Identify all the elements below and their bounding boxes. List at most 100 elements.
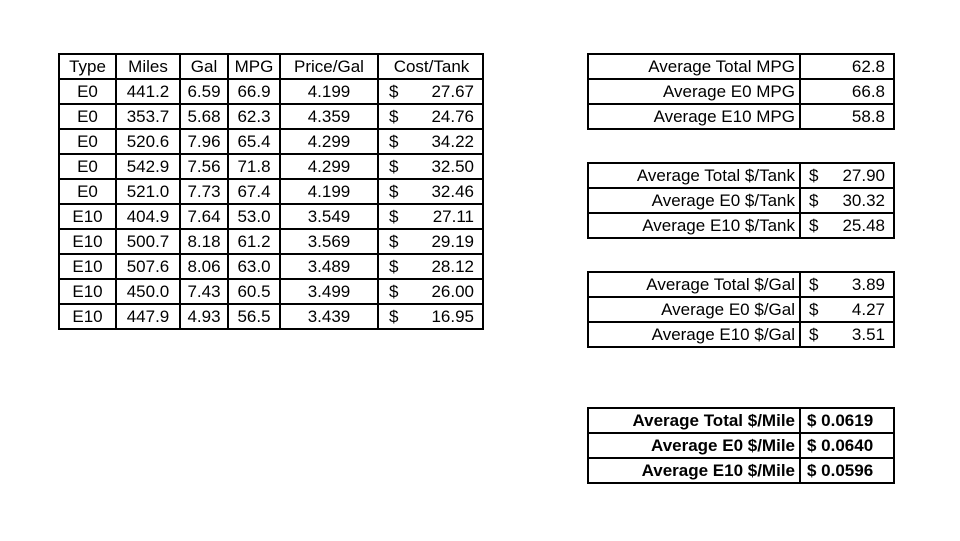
cost-value: 32.46 xyxy=(431,182,474,201)
cell-cost-per-tank: $24.76 xyxy=(377,103,484,130)
cell-mpg: 67.4 xyxy=(227,178,281,205)
summary-amount: 3.51 xyxy=(851,325,885,344)
cell-price-per-gal: 3.499 xyxy=(279,278,379,305)
cell-miles: 521.0 xyxy=(115,178,181,205)
summary-row: Average E0 MPG 66.8 xyxy=(587,78,895,105)
summary-amount: 3.89 xyxy=(851,275,885,294)
cost-value: 16.95 xyxy=(431,307,474,326)
cost-value: 29.19 xyxy=(431,232,474,251)
cost-value: 32.50 xyxy=(431,157,474,176)
cell-price-per-gal: 3.489 xyxy=(279,253,379,280)
cell-price-per-gal: 4.359 xyxy=(279,103,379,130)
currency-symbol: $ xyxy=(389,132,399,151)
average-cost-per-gal-table: Average Total $/Gal $3.89 Average E0 $/Gal… xyxy=(587,271,895,348)
cell-price-per-gal: 4.199 xyxy=(279,178,379,205)
summary-row: Average Total $/Mile $ 0.0619 xyxy=(587,407,895,434)
cell-type: E10 xyxy=(58,228,117,255)
currency-symbol: $ xyxy=(389,207,399,226)
cell-cost-per-tank: $16.95 xyxy=(377,303,484,330)
cell-type: E0 xyxy=(58,153,117,180)
cell-gal: 7.56 xyxy=(179,153,229,180)
summary-row: Average Total $/Gal $3.89 xyxy=(587,271,895,298)
summary-label: Average Total $/Gal xyxy=(587,271,801,298)
summary-value: $3.51 xyxy=(799,321,895,348)
cost-value: 27.11 xyxy=(432,207,474,226)
cell-miles: 507.6 xyxy=(115,253,181,280)
cost-value: 28.12 xyxy=(431,257,474,276)
cell-gal: 8.18 xyxy=(179,228,229,255)
cell-cost-per-tank: $27.67 xyxy=(377,78,484,105)
cell-miles: 520.6 xyxy=(115,128,181,155)
currency-symbol: $ xyxy=(809,325,819,344)
cell-cost-per-tank: $32.50 xyxy=(377,153,484,180)
cell-mpg: 61.2 xyxy=(227,228,281,255)
cost-value: 34.22 xyxy=(431,132,474,151)
summary-value: $30.32 xyxy=(799,187,895,214)
column-header-cost-per-tank: Cost/Tank xyxy=(377,53,484,80)
cell-gal: 7.73 xyxy=(179,178,229,205)
cell-gal: 7.43 xyxy=(179,278,229,305)
cell-type: E10 xyxy=(58,303,117,330)
summary-label: Average E10 MPG xyxy=(587,103,801,130)
cell-cost-per-tank: $28.12 xyxy=(377,253,484,280)
summary-value: 58.8 xyxy=(799,103,895,130)
cell-type: E0 xyxy=(58,128,117,155)
column-header-mpg: MPG xyxy=(227,53,281,80)
cell-cost-per-tank: $32.46 xyxy=(377,178,484,205)
summary-value: 62.8 xyxy=(799,53,895,80)
summary-value: $3.89 xyxy=(799,271,895,298)
cell-mpg: 63.0 xyxy=(227,253,281,280)
summary-row: Average E10 $/Mile $ 0.0596 xyxy=(587,457,895,484)
table-row: E0 521.0 7.73 67.4 4.199 $32.46 xyxy=(58,178,484,205)
cell-price-per-gal: 4.299 xyxy=(279,128,379,155)
fuel-log-body: E0 441.2 6.59 66.9 4.199 $27.67 E0 353.7 5.68 62.… xyxy=(58,78,484,330)
cell-gal: 6.59 xyxy=(179,78,229,105)
cell-mpg: 71.8 xyxy=(227,153,281,180)
cell-cost-per-tank: $27.11 xyxy=(377,203,484,230)
summary-value: $ 0.0640 xyxy=(799,432,895,459)
cell-mpg: 66.9 xyxy=(227,78,281,105)
column-header-miles: Miles xyxy=(115,53,181,80)
summary-label: Average E0 $/Mile xyxy=(587,432,801,459)
cell-type: E0 xyxy=(58,103,117,130)
summary-row: Average E0 $/Tank $30.32 xyxy=(587,187,895,214)
summary-row: Average E0 $/Gal $4.27 xyxy=(587,296,895,323)
cell-gal: 4.93 xyxy=(179,303,229,330)
cell-miles: 404.9 xyxy=(115,203,181,230)
summary-label: Average E10 $/Gal xyxy=(587,321,801,348)
cell-miles: 441.2 xyxy=(115,78,181,105)
table-row: E10 507.6 8.06 63.0 3.489 $28.12 xyxy=(58,253,484,280)
summary-label: Average E0 MPG xyxy=(587,78,801,105)
cell-gal: 5.68 xyxy=(179,103,229,130)
cell-miles: 353.7 xyxy=(115,103,181,130)
cell-miles: 447.9 xyxy=(115,303,181,330)
cell-price-per-gal: 4.199 xyxy=(279,78,379,105)
summary-label: Average Total $/Mile xyxy=(587,407,801,434)
cell-miles: 542.9 xyxy=(115,153,181,180)
cell-type: E0 xyxy=(58,78,117,105)
summary-label: Average E10 $/Tank xyxy=(587,212,801,239)
currency-symbol: $ xyxy=(809,216,819,235)
cell-type: E10 xyxy=(58,253,117,280)
summary-amount: 4.27 xyxy=(851,300,885,319)
summary-row: Average E10 $/Tank $25.48 xyxy=(587,212,895,239)
currency-symbol: $ xyxy=(389,232,399,251)
currency-symbol: $ xyxy=(809,166,819,185)
currency-symbol: $ xyxy=(389,307,399,326)
summary-value: $ 0.0596 xyxy=(799,457,895,484)
summary-value: $ 0.0619 xyxy=(799,407,895,434)
summary-amount: 30.32 xyxy=(842,191,885,210)
cell-mpg: 56.5 xyxy=(227,303,281,330)
cell-gal: 7.96 xyxy=(179,128,229,155)
cell-price-per-gal: 3.549 xyxy=(279,203,379,230)
cell-cost-per-tank: $34.22 xyxy=(377,128,484,155)
summary-row: Average E10 MPG 58.8 xyxy=(587,103,895,130)
cell-price-per-gal: 3.439 xyxy=(279,303,379,330)
table-row: E0 441.2 6.59 66.9 4.199 $27.67 xyxy=(58,78,484,105)
cell-mpg: 62.3 xyxy=(227,103,281,130)
cell-mpg: 53.0 xyxy=(227,203,281,230)
cell-miles: 500.7 xyxy=(115,228,181,255)
currency-symbol: $ xyxy=(389,257,399,276)
currency-symbol: $ xyxy=(809,300,819,319)
summary-value: 66.8 xyxy=(799,78,895,105)
